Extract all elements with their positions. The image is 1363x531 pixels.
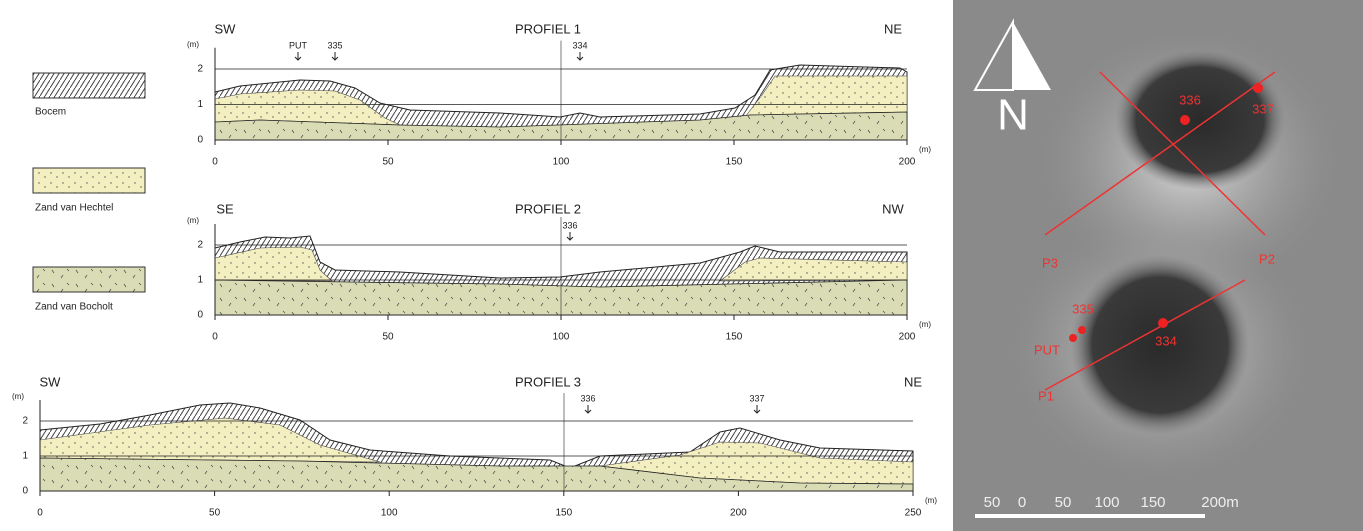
marker-label: 336 (580, 393, 595, 403)
x-tick-label: 150 (726, 157, 743, 168)
y-unit: (m) (12, 392, 24, 401)
y-tick-label: 1 (22, 451, 28, 462)
y-unit: (m) (187, 40, 199, 49)
x-tick-label: 50 (209, 508, 221, 519)
y-tick-label: 2 (197, 240, 203, 251)
scale-bar (975, 514, 1205, 518)
direction-right: NE (904, 374, 922, 389)
legend-label: Zand van Bocholt (35, 302, 113, 313)
profile-title: PROFIEL 3 (515, 374, 581, 389)
marker-arrow (754, 405, 760, 413)
scale-label: 150 (1140, 494, 1165, 511)
map-label: P1 (1038, 388, 1054, 403)
map-label: PUT (1034, 342, 1060, 357)
direction-right: NE (884, 21, 902, 36)
aerial-photo: N (953, 0, 1363, 531)
direction-left: SW (215, 21, 237, 36)
marker-arrow (567, 232, 573, 240)
point (1078, 326, 1086, 334)
x-tick-label: 150 (726, 332, 743, 343)
scale-label: 50 (984, 494, 1001, 511)
marker-label: 335 (327, 40, 342, 50)
x-unit: (m) (925, 496, 937, 505)
point (1253, 83, 1263, 93)
y-tick-label: 0 (22, 486, 28, 497)
marker-arrow (577, 52, 583, 60)
map-label: 335 (1072, 301, 1094, 316)
profile-title: PROFIEL 1 (515, 21, 581, 36)
marker-label: 334 (572, 40, 587, 50)
legend-label: Bocem (35, 107, 66, 118)
map-label: 336 (1179, 92, 1201, 107)
marker-arrow (332, 52, 338, 60)
x-tick-label: 200 (730, 508, 747, 519)
y-tick-label: 2 (22, 416, 28, 427)
scale-label: 0 (1018, 494, 1026, 511)
legend-label: Zand van Hechtel (35, 203, 113, 214)
legend-swatch (33, 73, 145, 98)
point (1158, 318, 1168, 328)
direction-right: NW (882, 201, 904, 216)
pit (1115, 50, 1285, 190)
x-tick-label: 50 (382, 157, 394, 168)
legend-swatch (33, 267, 145, 292)
direction-left: SW (40, 374, 62, 389)
map-label: P3 (1042, 255, 1058, 270)
scale-label: 100 (1094, 494, 1119, 511)
legend: Bocem Zand van Hechtel Zand van Bocholt (33, 73, 145, 313)
x-tick-label: 200 (899, 157, 916, 168)
x-tick-label: 150 (555, 508, 572, 519)
x-tick-label: 0 (212, 332, 218, 343)
x-tick-label: 100 (553, 332, 570, 343)
marker-label: 336 (562, 220, 577, 230)
marker-label: PUT (289, 40, 308, 50)
marker-arrow (295, 52, 301, 60)
x-tick-label: 100 (553, 157, 570, 168)
x-tick-label: 100 (381, 508, 398, 519)
y-tick-label: 1 (197, 99, 203, 110)
x-tick-label: 0 (37, 508, 43, 519)
point (1069, 334, 1077, 342)
point (1180, 115, 1190, 125)
north-label: N (997, 91, 1029, 140)
x-unit: (m) (919, 320, 931, 329)
marker-label: 337 (749, 393, 764, 403)
x-unit: (m) (919, 145, 931, 154)
profile-title: PROFIEL 2 (515, 201, 581, 216)
x-tick-label: 250 (905, 508, 922, 519)
direction-left: SE (216, 201, 234, 216)
y-tick-label: 0 (197, 135, 203, 146)
y-unit: (m) (187, 216, 199, 225)
map-label: P2 (1259, 251, 1275, 266)
x-tick-label: 0 (212, 157, 218, 168)
x-tick-label: 50 (382, 332, 394, 343)
scale-label: 200m (1201, 494, 1239, 511)
map-label: 334 (1155, 333, 1177, 348)
x-tick-label: 200 (899, 332, 916, 343)
y-tick-label: 2 (197, 64, 203, 75)
legend-swatch (33, 168, 145, 193)
y-tick-label: 1 (197, 275, 203, 286)
marker-arrow (585, 405, 591, 413)
y-tick-label: 0 (197, 310, 203, 321)
figure: Bocem Zand van Hechtel Zand van Bocholt … (0, 0, 1363, 531)
scale-label: 50 (1055, 494, 1072, 511)
hechtel-layer (720, 258, 907, 281)
map-label: 337 (1252, 101, 1274, 116)
